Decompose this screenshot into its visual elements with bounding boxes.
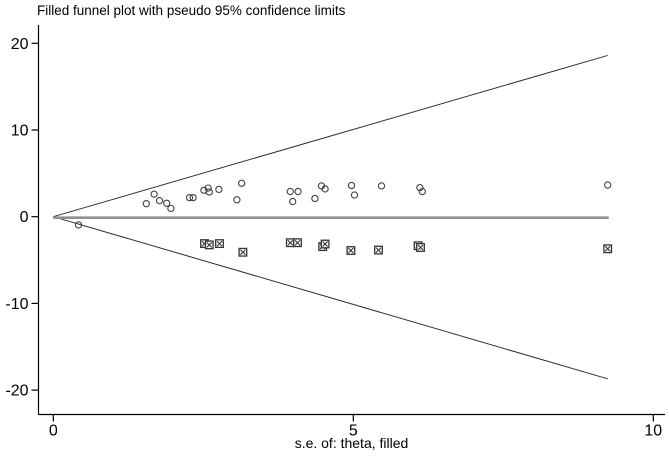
x-tick-label: 10 (644, 423, 662, 440)
observed-study-marker (416, 184, 424, 192)
x-tick-label: 0 (49, 423, 58, 440)
y-tick-label: 20 (11, 36, 29, 53)
observed-study-marker (163, 199, 171, 207)
observed-study-marker (286, 187, 294, 196)
x-axis-title: s.e. of: theta, filled (294, 435, 409, 451)
observed-study-marker (205, 188, 213, 196)
observed-study-marker (604, 181, 612, 189)
filled-study-marker-cross (322, 241, 328, 247)
observed-study-marker (233, 196, 241, 204)
observed-study-marker (289, 197, 297, 206)
observed-study-marker (155, 197, 164, 205)
observed-study-marker (350, 191, 359, 199)
observed-study-marker (418, 187, 426, 196)
y-tick-label: 0 (20, 209, 29, 226)
y-tick-label: 10 (11, 123, 29, 140)
filled-study-marker-cross (294, 239, 301, 246)
observed-study-marker (215, 185, 223, 194)
observed-study-marker (311, 194, 319, 203)
upper-confidence-limit-line (53, 54, 608, 218)
observed-study-marker (189, 193, 197, 202)
filled-study-marker-cross (604, 245, 611, 252)
chart-title: Filled funnel plot with pseudo 95% confi… (37, 3, 346, 18)
observed-study-marker (150, 190, 158, 198)
filled-study-marker-cross (216, 240, 223, 247)
filled-study-marker-cross (206, 241, 213, 248)
y-tick-label: -20 (5, 383, 28, 400)
filled-study-marker-cross (375, 247, 382, 253)
observed-study-marker (74, 221, 83, 229)
y-tick-label: -10 (5, 296, 28, 313)
lower-confidence-limit-line (53, 216, 608, 380)
observed-study-marker (142, 200, 150, 208)
filled-study-marker-cross (417, 244, 424, 251)
observed-study-marker (294, 187, 302, 196)
x-tick-label: 5 (349, 423, 358, 440)
observed-study-marker (321, 185, 329, 193)
observed-study-marker (167, 204, 175, 213)
filled-study-marker-cross (240, 249, 246, 256)
observed-study-marker (185, 193, 194, 202)
observed-study-marker (377, 182, 386, 190)
filled-study-marker-cross (348, 247, 354, 254)
observed-study-marker (347, 181, 356, 190)
observed-study-marker (238, 179, 246, 187)
observed-study-marker (204, 184, 212, 192)
filled-study-marker-cross (287, 239, 294, 246)
